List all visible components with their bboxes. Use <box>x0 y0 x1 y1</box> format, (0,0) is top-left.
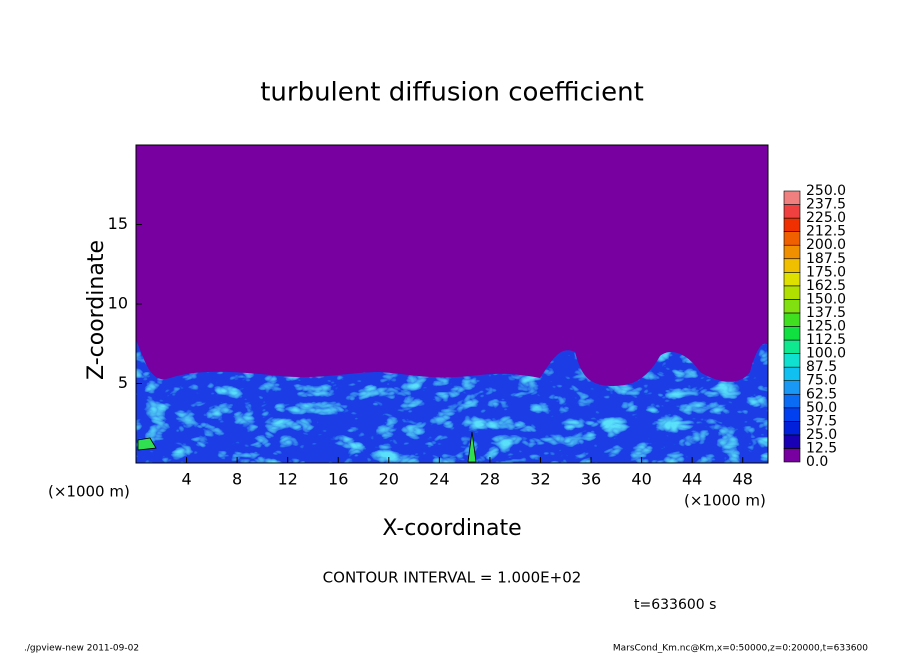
x-unit-label: (×1000 m) <box>48 483 130 501</box>
y-tick-label: 5 <box>118 373 128 392</box>
colorbar-band <box>783 204 801 219</box>
x-tick-label: 48 <box>733 470 753 489</box>
x-axis-label: X-coordinate <box>382 516 521 541</box>
colorbar-label: 25.0 <box>806 427 837 443</box>
x-tick-label: 16 <box>328 470 348 489</box>
colorbar-band <box>783 312 801 327</box>
footer-left: ./gpview-new 2011-09-02 <box>24 644 139 654</box>
field <box>136 145 768 463</box>
colorbar-label: 112.5 <box>806 332 846 348</box>
colorbar-label: 12.5 <box>806 440 837 456</box>
colorbar-label: 212.5 <box>806 224 846 240</box>
colorbar-band <box>783 299 801 314</box>
x-tick-label: 40 <box>631 470 651 489</box>
y-tick-label: 15 <box>108 214 128 233</box>
colorbar-label: 237.5 <box>806 197 846 213</box>
colorbar-label: 137.5 <box>806 305 846 321</box>
colorbar-label: 62.5 <box>806 386 837 402</box>
chart-title: turbulent diffusion coefficient <box>260 78 644 108</box>
colorbar-band <box>783 326 801 341</box>
contour-interval: CONTOUR INTERVAL = 1.000E+02 <box>323 569 582 587</box>
x-unit-label: (×1000 m) <box>684 492 766 510</box>
colorbar-label: 162.5 <box>806 278 846 294</box>
colorbar-label: 250.0 <box>806 183 846 199</box>
x-tick-label: 4 <box>181 470 191 489</box>
colorbar-label: 87.5 <box>806 359 837 375</box>
colorbar-band <box>783 231 801 246</box>
colorbar-label: 200.0 <box>806 237 846 253</box>
colorbar-band <box>783 285 801 300</box>
colorbar-band <box>783 366 801 381</box>
colorbar-label: 225.0 <box>806 210 846 226</box>
colorbar-label: 150.0 <box>806 291 846 307</box>
footer-right: MarsCond_Km.nc@Km,x=0:50000,z=0:20000,t=… <box>613 644 868 654</box>
colorbar-label: 37.5 <box>806 413 837 429</box>
x-tick-label: 36 <box>581 470 601 489</box>
x-tick-label: 28 <box>480 470 500 489</box>
x-tick-label: 12 <box>278 470 298 489</box>
colorbar-label: 125.0 <box>806 319 846 335</box>
colorbar-band <box>783 244 801 260</box>
colorbar-band <box>783 393 801 409</box>
colorbar-band <box>783 353 801 368</box>
contour-patch <box>137 431 477 463</box>
time-label: t=633600 s <box>634 597 716 613</box>
colorbar-label: 0.0 <box>806 454 828 470</box>
colorbar-label: 187.5 <box>806 251 846 267</box>
x-tick-label: 20 <box>379 470 399 489</box>
x-tick-label: 32 <box>530 470 550 489</box>
x-tick-label: 44 <box>682 470 702 489</box>
colorbar-label: 175.0 <box>806 264 846 280</box>
colorbar-label: 75.0 <box>806 373 837 389</box>
colorbar-band <box>783 271 801 287</box>
colorbar-label: 50.0 <box>806 400 837 416</box>
colorbar-band <box>783 434 801 449</box>
colorbar-band <box>783 448 801 463</box>
turbulent-layer <box>136 340 768 463</box>
colorbar-band <box>783 380 801 395</box>
colorbar-band <box>783 217 801 232</box>
x-tick-label: 8 <box>232 470 242 489</box>
colorbar-band <box>783 407 801 422</box>
colorbar-band <box>783 421 801 436</box>
x-tick-label: 24 <box>429 470 449 489</box>
colorbar-band <box>783 339 801 354</box>
y-tick-label: 10 <box>108 294 128 313</box>
colorbar-band <box>783 258 801 273</box>
y-axis-label: Z-coordinate <box>84 240 109 380</box>
colorbar-label: 100.0 <box>806 346 846 362</box>
colorbar-band <box>783 190 801 205</box>
